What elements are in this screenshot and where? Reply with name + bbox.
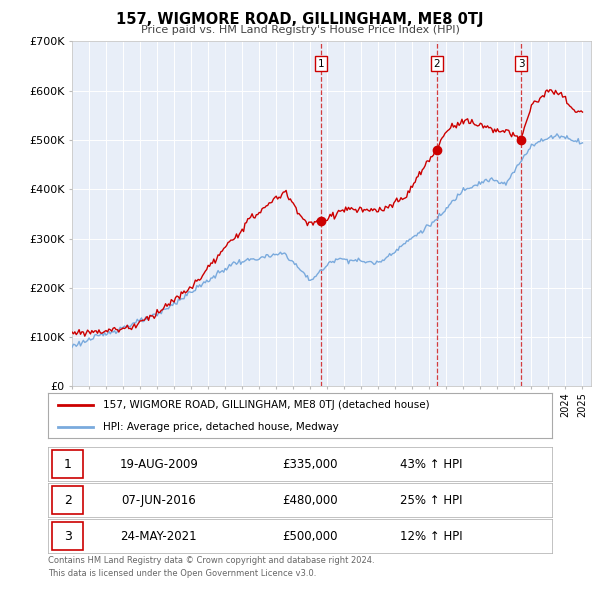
Text: 157, WIGMORE ROAD, GILLINGHAM, ME8 0TJ (detached house): 157, WIGMORE ROAD, GILLINGHAM, ME8 0TJ (…	[103, 401, 430, 411]
Text: 1: 1	[64, 457, 71, 471]
Text: 157, WIGMORE ROAD, GILLINGHAM, ME8 0TJ: 157, WIGMORE ROAD, GILLINGHAM, ME8 0TJ	[116, 12, 484, 27]
Text: 25% ↑ HPI: 25% ↑ HPI	[400, 493, 462, 507]
Text: £480,000: £480,000	[282, 493, 338, 507]
Text: 07-JUN-2016: 07-JUN-2016	[122, 493, 196, 507]
Text: 43% ↑ HPI: 43% ↑ HPI	[400, 457, 462, 471]
Text: 24-MAY-2021: 24-MAY-2021	[121, 529, 197, 543]
Text: This data is licensed under the Open Government Licence v3.0.: This data is licensed under the Open Gov…	[48, 569, 316, 578]
Text: £335,000: £335,000	[283, 457, 338, 471]
Text: 3: 3	[64, 529, 71, 543]
Text: Price paid vs. HM Land Registry's House Price Index (HPI): Price paid vs. HM Land Registry's House …	[140, 25, 460, 35]
Text: 1: 1	[317, 59, 324, 68]
FancyBboxPatch shape	[52, 450, 83, 478]
Text: HPI: Average price, detached house, Medway: HPI: Average price, detached house, Medw…	[103, 422, 339, 431]
FancyBboxPatch shape	[52, 522, 83, 550]
Text: 12% ↑ HPI: 12% ↑ HPI	[400, 529, 463, 543]
Text: 3: 3	[518, 59, 524, 68]
Text: 19-AUG-2009: 19-AUG-2009	[119, 457, 199, 471]
Text: 2: 2	[64, 493, 71, 507]
Text: Contains HM Land Registry data © Crown copyright and database right 2024.: Contains HM Land Registry data © Crown c…	[48, 556, 374, 565]
FancyBboxPatch shape	[52, 486, 83, 514]
Text: £500,000: £500,000	[283, 529, 338, 543]
Text: 2: 2	[434, 59, 440, 68]
